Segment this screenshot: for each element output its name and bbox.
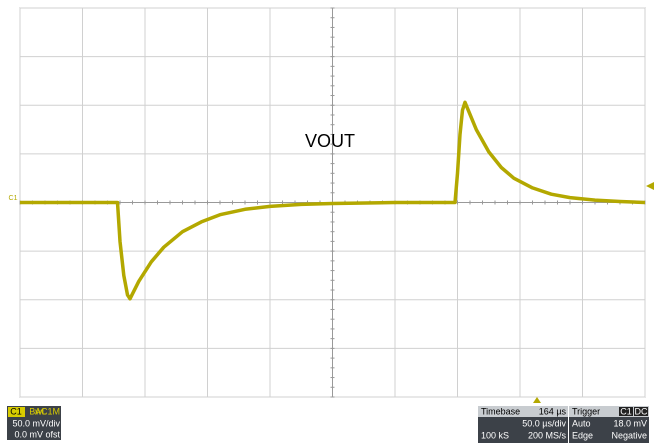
coupling: DC: [635, 406, 648, 416]
channel-name: C1: [10, 406, 22, 416]
scale: 50.0 µs/div: [522, 418, 566, 428]
scale: 50.0 mV/div: [12, 418, 60, 428]
rate: 200 MS/s: [528, 430, 567, 440]
level: 18.0 mV: [613, 418, 647, 428]
timebase-panel: Timebase 164 µs 50.0 µs/div 100 kS 200 M…: [478, 406, 568, 443]
slope: Negative: [611, 430, 647, 440]
trigger-panel: Trigger C1 DC Auto 18.0 mV Edge Negative: [569, 406, 649, 443]
coupling: AC1M: [35, 406, 60, 416]
mode: Auto: [572, 418, 591, 428]
waveform: [20, 100, 646, 301]
channel-marker: C1: [9, 195, 18, 202]
annotation: VOUT: [305, 131, 355, 151]
coupling-badge: [634, 407, 648, 416]
panel-header: [569, 406, 649, 417]
panel-bg: [478, 417, 568, 443]
trigger-type: Edge: [572, 430, 593, 440]
panel-header: [478, 406, 568, 417]
samples: 100 kS: [481, 430, 509, 440]
channel-panel: C1 BwL AC1M 50.0 mV/div 0.0 mV ofst: [7, 406, 61, 440]
channel-badge: [8, 407, 25, 417]
trigger-level-marker: [646, 182, 654, 190]
source-badge: [619, 407, 633, 416]
delay: 164 µs: [539, 406, 567, 416]
source: C1: [620, 406, 632, 416]
bandwidth: BwL: [29, 406, 47, 416]
trigger-position-marker: [533, 397, 541, 403]
panel-bg: [569, 417, 649, 443]
panel-title: Timebase: [481, 406, 520, 416]
offset: 0.0 mV ofst: [14, 429, 60, 439]
panel-title: Trigger: [572, 406, 600, 416]
